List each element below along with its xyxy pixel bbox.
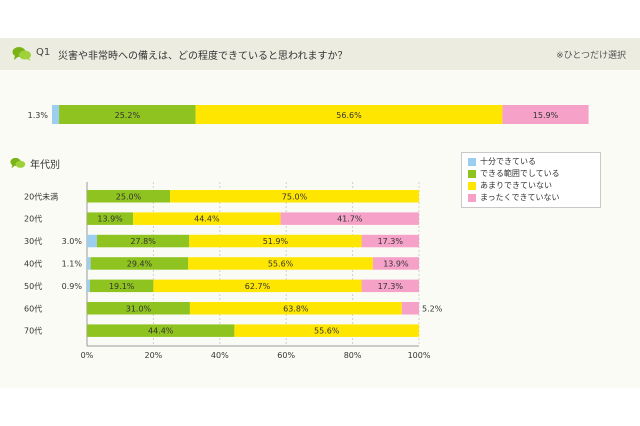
legend-label: あまりできていない: [480, 181, 552, 190]
legend-swatch: [468, 194, 476, 202]
bar-segment: [87, 302, 190, 315]
category-label: 20代未満: [24, 191, 58, 201]
bar-segment: [87, 190, 170, 203]
data-label: 17.3%: [378, 237, 404, 246]
data-label: 75.0%: [282, 192, 308, 201]
bar-segment: [90, 257, 189, 270]
speech-bubble-icon: [12, 47, 31, 61]
category-label: 70代: [24, 326, 42, 336]
bar-segment: [189, 302, 402, 315]
category-label: 50代: [24, 281, 42, 291]
x-tick-label: 40%: [211, 351, 229, 360]
bar-segment: [52, 105, 60, 124]
bar-segment: [195, 105, 503, 124]
data-label: 62.7%: [245, 282, 271, 291]
data-label: 25.2%: [115, 111, 141, 120]
legend-label: まったくできていない: [480, 193, 560, 202]
data-label: 13.9%: [383, 259, 409, 268]
x-tick-label: 80%: [344, 351, 362, 360]
x-tick-label: 20%: [145, 351, 163, 360]
bar-segment: [87, 324, 235, 337]
data-label: 29.4%: [127, 259, 153, 268]
bar-segment: [170, 190, 419, 203]
question-text: 災害や非常時への備えは、どの程度できていると思われますか？: [58, 51, 348, 62]
bar-segment: [280, 212, 419, 225]
question-number: Q1: [36, 47, 51, 58]
survey-panel: Q1 災害や非常時への備えは、どの程度できていると思われますか？ ※ひとつだけ選…: [0, 38, 640, 388]
data-label: 55.6%: [314, 327, 340, 336]
x-tick-label: 0%: [81, 351, 94, 360]
data-label: 13.9%: [97, 215, 123, 224]
category-label: 30代: [24, 236, 42, 246]
legend-label: できる範囲でしている: [480, 169, 560, 178]
bar-segment: [189, 234, 362, 248]
bar-segment: [87, 234, 97, 248]
category-label: 40代: [24, 258, 42, 268]
data-label: 1.1%: [62, 259, 83, 268]
data-label: 44.4%: [148, 327, 174, 336]
speech-bubble-icon: [10, 157, 26, 169]
data-label: 1.3%: [28, 111, 49, 120]
bar-segment: [89, 279, 154, 293]
data-label: 0.9%: [62, 282, 83, 291]
data-label: 5.2%: [422, 304, 443, 313]
bar-segment: [96, 234, 190, 248]
chart-legend: 十分できている できる範囲でしている あまりできていない まったくできていない: [461, 152, 601, 208]
question-bar: Q1 災害や非常時への備えは、どの程度できていると思われますか？ ※ひとつだけ選…: [0, 38, 640, 70]
data-label: 27.8%: [130, 237, 156, 246]
data-label: 51.9%: [263, 237, 289, 246]
bar-segment: [87, 279, 90, 293]
data-label: 25.0%: [116, 192, 142, 201]
legend-label: 十分できている: [480, 157, 536, 166]
bar-segment: [59, 105, 196, 124]
bar-segment: [87, 212, 134, 225]
data-label: 19.1%: [109, 282, 135, 291]
data-label: 63.8%: [283, 304, 309, 313]
data-label: 44.4%: [194, 215, 220, 224]
data-label: 17.3%: [378, 282, 404, 291]
x-tick-label: 60%: [277, 351, 295, 360]
bar-segment: [502, 105, 589, 124]
bar-segment: [234, 324, 419, 337]
data-label: 55.6%: [268, 259, 294, 268]
bar-segment: [401, 302, 419, 315]
data-label: 41.7%: [337, 215, 363, 224]
legend-swatch: [468, 182, 476, 190]
data-label: 56.6%: [336, 111, 362, 120]
legend-swatch: [468, 158, 476, 166]
bar-segment: [188, 257, 373, 270]
data-label: 3.0%: [62, 237, 83, 246]
category-label: 60代: [24, 303, 42, 313]
overall-chart: 1.3% 25.2% 56.6% 15.9%: [28, 105, 589, 124]
bar-segment: [153, 279, 362, 293]
bar-segment: [372, 257, 419, 270]
legend-swatch: [468, 170, 476, 178]
bar-segment: [361, 279, 419, 293]
bar-segment: [133, 212, 281, 225]
category-label: 20代: [24, 214, 42, 224]
bar-segment: [361, 234, 419, 248]
data-label: 31.0%: [126, 304, 152, 313]
section-title: 年代別: [30, 160, 60, 171]
age-group-chart: 0% 20% 40% 60% 80% 100% 20代未満 25.0% 75.0% 20代 13.9…: [24, 182, 443, 360]
selection-note: ※ひとつだけ選択: [556, 51, 626, 61]
bar-segment: [87, 257, 91, 270]
x-tick-label: 100%: [408, 351, 431, 360]
data-label: 15.9%: [533, 111, 559, 120]
